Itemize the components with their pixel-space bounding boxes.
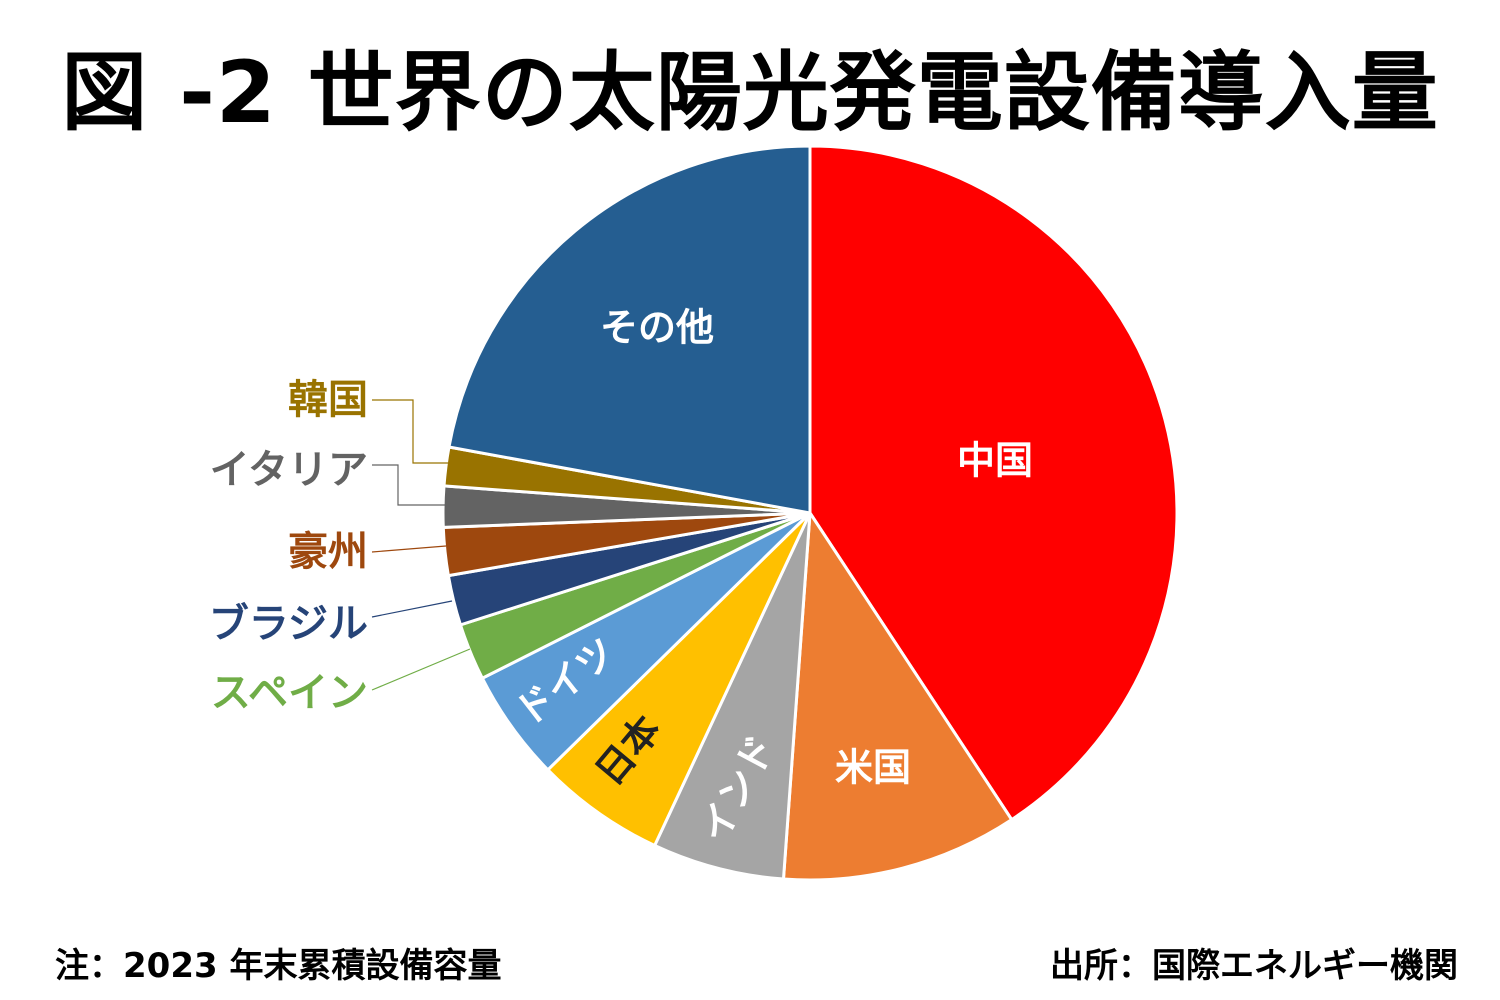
- slice-label: 中国: [957, 439, 1033, 483]
- slice-label: 豪州: [288, 529, 368, 575]
- leader-line: [372, 464, 446, 506]
- pie-slice: [545, 511, 812, 848]
- leader-line: [372, 399, 448, 464]
- leader-line: [371, 648, 471, 691]
- pie-slice: [652, 512, 812, 881]
- slice-label: その他: [600, 306, 714, 350]
- pie-slice: [447, 144, 812, 515]
- footnote: 注：2023 年末累積設備容量: [55, 946, 502, 986]
- slice-label: 米国: [835, 746, 911, 790]
- slice-label: スペイン: [211, 670, 368, 716]
- pie-slice: [781, 508, 1014, 882]
- source-note: 出所：国際エネルギー機関: [1050, 946, 1458, 986]
- leader-line: [371, 600, 453, 618]
- chart-title: 図 -2 世界の太陽光発電設備導入量: [61, 43, 1439, 143]
- slice-label: イタリア: [210, 447, 368, 493]
- leader-line: [371, 545, 447, 553]
- slice-label: ブラジル: [209, 601, 368, 647]
- slice-label: 韓国: [288, 377, 368, 423]
